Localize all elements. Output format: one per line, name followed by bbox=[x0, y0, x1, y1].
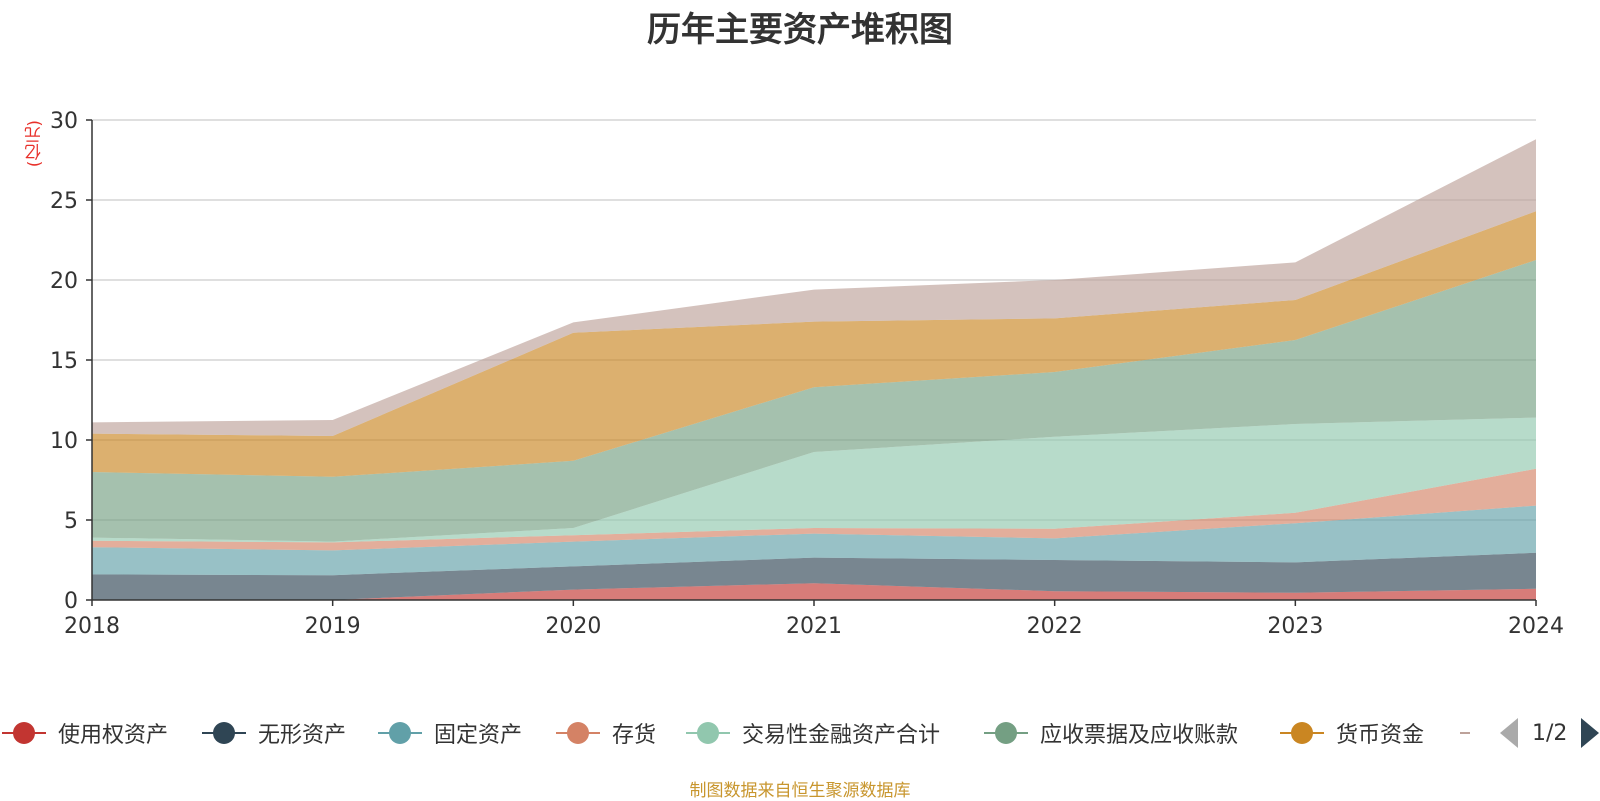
legend-item[interactable] bbox=[1458, 716, 1470, 750]
area-series-2 bbox=[92, 552, 1536, 600]
legend-label: 货币资金 bbox=[1336, 723, 1425, 748]
area-series-7 bbox=[92, 211, 1536, 477]
legend-marker-icon bbox=[376, 716, 424, 750]
legend-marker-icon bbox=[1278, 716, 1326, 750]
area-series-1 bbox=[92, 583, 1536, 600]
legend-marker-icon bbox=[684, 716, 732, 750]
legend-label: 无形资产 bbox=[258, 723, 347, 748]
y-tick-label: 30 bbox=[50, 109, 78, 134]
legend-item[interactable]: 存货 bbox=[554, 716, 656, 750]
source-note: 制图数据来自恒生聚源数据库 bbox=[689, 781, 911, 801]
legend-label: 存货 bbox=[612, 723, 657, 748]
legend-marker-icon bbox=[554, 716, 602, 750]
x-tick-label: 2021 bbox=[786, 614, 842, 639]
x-tick-label: 2024 bbox=[1508, 614, 1564, 639]
legend-item[interactable]: 货币资金 bbox=[1278, 716, 1424, 750]
legend-item[interactable]: 应收票据及应收账款 bbox=[982, 716, 1238, 750]
area-series-8 bbox=[92, 139, 1536, 436]
legend-page-indicator: 1/2 bbox=[1532, 720, 1568, 746]
y-tick-label: 15 bbox=[50, 349, 78, 374]
legend-pager: 1/2 bbox=[1500, 718, 1600, 748]
y-axis-unit-label: (亿元) bbox=[25, 120, 45, 168]
legend-label: 固定资产 bbox=[434, 723, 523, 748]
legend-next-page-icon[interactable] bbox=[1581, 718, 1600, 748]
chart-title: 历年主要资产堆积图 bbox=[647, 10, 953, 50]
legend-marker-icon bbox=[1458, 716, 1470, 750]
legend-prev-page-icon[interactable] bbox=[1500, 718, 1518, 748]
y-tick-label: 5 bbox=[64, 509, 78, 534]
x-tick-label: 2019 bbox=[305, 614, 361, 639]
y-tick-label: 10 bbox=[50, 429, 78, 454]
legend-marker-icon bbox=[982, 716, 1030, 750]
legend-item[interactable]: 固定资产 bbox=[376, 716, 522, 750]
y-tick-label: 20 bbox=[50, 269, 78, 294]
area-series-6 bbox=[92, 260, 1536, 542]
legend-label: 交易性金融资产合计 bbox=[742, 723, 941, 748]
x-tick-label: 2023 bbox=[1267, 614, 1323, 639]
x-tick-label: 2018 bbox=[64, 614, 120, 639]
area-series-4 bbox=[92, 468, 1536, 551]
legend-item[interactable]: 交易性金融资产合计 bbox=[684, 716, 940, 750]
legend-label: 应收票据及应收账款 bbox=[1040, 723, 1239, 748]
legend-item[interactable]: 无形资产 bbox=[200, 716, 346, 750]
legend-marker-icon bbox=[200, 716, 248, 750]
x-tick-label: 2020 bbox=[545, 614, 601, 639]
legend-item[interactable]: 使用权资产 bbox=[0, 716, 168, 750]
y-tick-label: 25 bbox=[50, 189, 78, 214]
legend-label: 使用权资产 bbox=[58, 723, 169, 748]
y-tick-label: 0 bbox=[64, 589, 78, 614]
area-series-5 bbox=[92, 417, 1536, 543]
legend: 使用权资产 无形资产 固定资产 存货 交易性金融资产合计 应收票据及应收账款 货币资金 bbox=[0, 716, 1470, 750]
area-series-3 bbox=[92, 505, 1536, 576]
legend-marker-icon bbox=[0, 716, 48, 750]
x-tick-label: 2022 bbox=[1027, 614, 1083, 639]
